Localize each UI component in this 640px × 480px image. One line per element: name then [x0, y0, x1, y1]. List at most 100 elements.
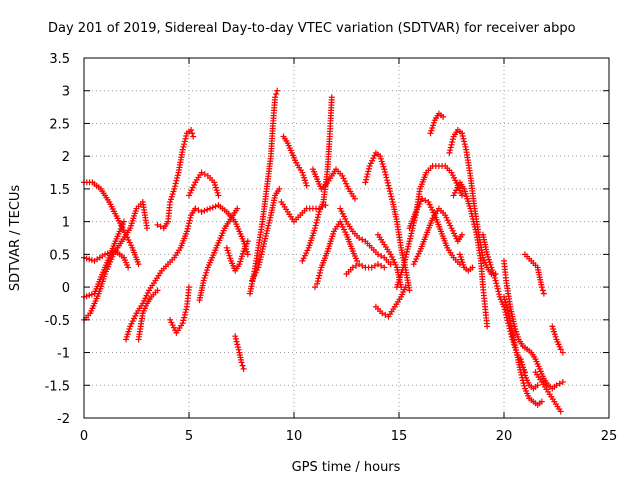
data-marker — [316, 272, 323, 279]
data-marker — [343, 180, 350, 187]
data-marker — [430, 119, 437, 126]
data-marker — [170, 188, 177, 195]
y-tick-label: 3.5 — [49, 52, 70, 67]
data-marker — [460, 135, 467, 142]
data-point — [240, 365, 247, 372]
data-marker — [454, 184, 461, 191]
data-point — [249, 277, 255, 284]
data-point — [557, 408, 564, 415]
data-marker — [472, 226, 479, 233]
data-point — [234, 205, 241, 212]
data-point — [406, 238, 413, 245]
data-point — [456, 251, 463, 258]
data-point — [492, 277, 499, 284]
data-marker — [174, 175, 181, 181]
data-marker — [181, 138, 188, 145]
data-point — [328, 94, 335, 101]
data-point — [467, 205, 474, 212]
data-marker — [338, 221, 345, 228]
data-point — [186, 284, 192, 291]
data-marker — [551, 331, 558, 338]
data-marker — [452, 233, 459, 240]
data-marker — [169, 322, 176, 329]
data-marker — [485, 256, 492, 263]
data-marker — [183, 306, 190, 313]
data-point — [410, 261, 417, 268]
data-point — [375, 251, 381, 258]
data-point — [207, 205, 213, 212]
data-marker — [407, 233, 414, 240]
data-marker — [452, 177, 459, 184]
data-point — [299, 257, 306, 264]
data-marker — [255, 261, 262, 268]
data-marker — [342, 216, 349, 223]
data-marker — [378, 262, 385, 269]
data-point — [339, 172, 346, 179]
data-point — [549, 323, 556, 330]
data-marker — [257, 253, 264, 260]
data-point — [223, 244, 230, 251]
data-point — [446, 149, 453, 156]
data-marker — [83, 293, 90, 300]
data-marker — [338, 208, 345, 215]
data-marker — [514, 333, 521, 340]
data-marker — [390, 256, 397, 263]
data-marker — [404, 246, 411, 253]
data-marker — [377, 155, 384, 162]
data-marker — [239, 362, 246, 369]
data-point — [236, 261, 243, 268]
data-point — [299, 169, 306, 176]
data-marker — [181, 314, 188, 321]
data-point — [559, 379, 566, 385]
data-marker — [386, 188, 393, 195]
data-marker — [471, 221, 478, 228]
data-marker — [204, 206, 211, 213]
y-tick-label: 0.5 — [49, 248, 70, 263]
data-marker — [352, 262, 359, 269]
data-marker — [447, 222, 454, 229]
data-marker — [169, 191, 176, 198]
data-marker — [369, 157, 376, 164]
y-tick-label: 1.5 — [49, 183, 70, 198]
data-marker — [303, 250, 310, 257]
data-point — [127, 323, 134, 330]
data-point — [381, 264, 388, 271]
data-marker — [304, 247, 311, 254]
data-marker — [264, 225, 271, 232]
data-marker — [388, 253, 395, 260]
data-point — [179, 146, 186, 153]
data-marker — [170, 324, 177, 331]
y-axis-label: SDTVAR / TECUs — [8, 185, 23, 292]
data-marker — [550, 325, 557, 332]
data-point — [375, 261, 381, 268]
y-tick-label: -1 — [57, 347, 70, 362]
data-marker — [174, 172, 181, 179]
data-point — [125, 264, 132, 271]
data-marker — [182, 135, 189, 142]
y-tick-label: 3 — [62, 85, 70, 100]
data-marker — [180, 317, 187, 324]
data-marker — [126, 325, 133, 332]
data-point — [167, 316, 174, 323]
data-marker — [512, 325, 519, 332]
data-marker — [405, 240, 412, 247]
data-marker — [391, 259, 398, 266]
data-marker — [518, 358, 525, 365]
data-marker — [123, 333, 130, 340]
data-marker — [451, 230, 458, 237]
data-marker — [339, 210, 346, 217]
data-marker — [227, 255, 234, 262]
data-marker — [447, 147, 454, 154]
data-marker — [260, 240, 267, 247]
data-marker — [550, 328, 557, 335]
data-marker — [449, 227, 456, 234]
data-marker — [416, 200, 423, 207]
data-point — [377, 153, 384, 160]
data-point — [356, 235, 363, 241]
data-marker — [491, 274, 498, 281]
data-marker — [130, 315, 137, 322]
data-marker — [462, 143, 469, 150]
data-marker — [400, 261, 407, 268]
data-marker — [300, 172, 307, 179]
data-marker — [501, 296, 508, 303]
